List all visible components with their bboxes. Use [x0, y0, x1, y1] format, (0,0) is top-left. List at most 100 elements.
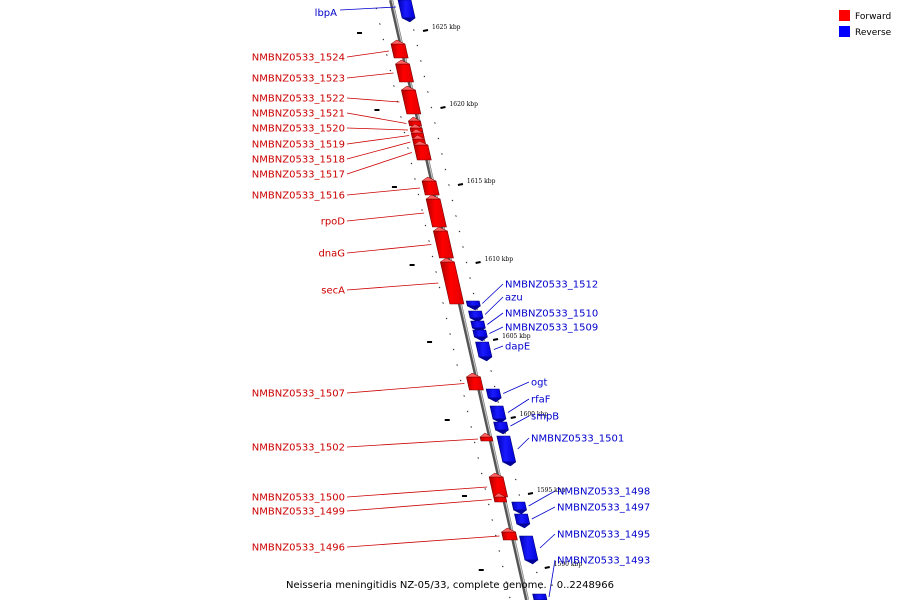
minor-tick: [421, 209, 423, 211]
label-leader: [346, 535, 500, 548]
minor-tick: [403, 131, 406, 134]
gene-forward-NMBNZ0533_1507: [465, 372, 484, 391]
minor-tick: [434, 122, 436, 124]
gene-reverse-NMBNZ0533_1501: [496, 435, 517, 467]
label-leader: [548, 559, 556, 598]
tick-marks: 1625 kbp 1620 kbp 1615 kbp 1610 kbp 1605 kbp…: [357, 7, 583, 599]
minor-tick: [498, 550, 501, 552]
minor-tick: [477, 457, 480, 459]
label-leader: [482, 283, 504, 304]
gene-reverse-NMBNZ0533_1512: [465, 300, 482, 311]
gene-label: NMBNZ0533_1499: [252, 507, 345, 518]
gene-label: azu: [505, 293, 523, 304]
minor-tick: [393, 85, 395, 87]
label-leader: [346, 212, 425, 222]
gene-reverse-smpB: [493, 421, 510, 435]
gene-features: [390, 0, 548, 600]
gene-forward-rpoD: [425, 194, 447, 228]
gene-forward-secA: [439, 257, 465, 305]
label-leader: [346, 135, 410, 145]
minor-tick: [480, 472, 483, 475]
minor-tick: [438, 286, 441, 289]
label-leader: [507, 398, 530, 413]
minor-tick: [494, 534, 497, 537]
minor-tick: [449, 333, 451, 335]
gene-forward-dnaG: [432, 226, 454, 259]
minor-tick: [470, 426, 473, 428]
gene-label: NMBNZ0533_1498: [557, 487, 650, 498]
gene-reverse-NMBNZ0533_1495: [519, 535, 539, 565]
label-leader: [346, 244, 432, 254]
label-leader: [346, 187, 421, 196]
label-leader: [346, 152, 412, 175]
label-leader: [503, 381, 530, 394]
legend-forward-label: Forward: [855, 12, 891, 22]
tick-label: 1600 kbp: [520, 411, 549, 418]
gene-reverse-NMBNZ0533_1493: [532, 593, 548, 600]
minor-tick: [458, 230, 461, 233]
minor-tick: [412, 29, 415, 31]
tick-label: 1590 kbp: [554, 561, 583, 568]
label-leader: [346, 50, 390, 58]
minor-tick: [466, 410, 469, 413]
gene-label: NMBNZ0533_1520: [252, 124, 345, 135]
minor-tick: [389, 69, 392, 72]
minor-tick: [487, 503, 490, 506]
minor-tick: [455, 215, 457, 217]
gene-label: NMBNZ0533_1518: [252, 155, 345, 166]
label-leader: [346, 97, 400, 103]
major-tick: [422, 29, 429, 32]
label-leader: [346, 486, 488, 498]
gene-reverse-azu: [468, 310, 484, 323]
gene-label: rfaF: [531, 395, 551, 406]
minor-tick: [484, 488, 487, 490]
minor-tick: [451, 199, 454, 202]
minor-tick: [462, 246, 464, 248]
gene-label: rpoD: [321, 217, 346, 228]
label-leader: [346, 127, 409, 131]
label-leader: [484, 296, 504, 315]
gene-label: ogt: [531, 378, 547, 389]
gene-reverse-ogt: [485, 388, 502, 403]
gene-label: lbpA: [315, 8, 337, 19]
gene-forward-NMBNZ0533_1499: [492, 492, 508, 503]
gene-label: NMBNZ0533_1523: [252, 74, 345, 85]
major-tick: [457, 183, 464, 186]
gene-label: NMBNZ0533_1522: [252, 94, 345, 105]
gene-label: NMBNZ0533_1512: [505, 280, 598, 291]
minor-tick: [414, 178, 416, 180]
minor-tick: [497, 401, 500, 403]
minor-tick: [382, 38, 385, 41]
gene-reverse-dapE: [475, 341, 493, 362]
minor-tick: [465, 261, 468, 264]
minor-tick: [431, 255, 434, 258]
gene-label: NMBNZ0533_1495: [557, 530, 650, 541]
gene-label: dnaG: [318, 249, 345, 260]
genome-title: Neisseria meningitidis NZ-05/33, complet…: [286, 580, 614, 591]
minor-tick: [441, 153, 443, 155]
gene-label: dapE: [505, 342, 530, 353]
tick-label: 1610 kbp: [485, 256, 514, 263]
minor-tick: [491, 519, 494, 521]
minor-tick: [435, 271, 437, 273]
gene-forward-NMBNZ0533_1502: [479, 432, 494, 442]
gene-label: secA: [321, 286, 345, 297]
minor-tick: [416, 44, 419, 47]
major-tick: [544, 566, 550, 569]
label-leader: [510, 415, 530, 427]
minor-tick: [410, 162, 413, 165]
gene-label: NMBNZ0533_1493: [557, 556, 650, 567]
minor-tick: [407, 147, 409, 149]
major-tick: [527, 492, 534, 495]
minor-tick: [442, 302, 444, 304]
minor-tick: [437, 137, 440, 140]
minor-tick: [448, 184, 450, 186]
gene-label: NMBNZ0533_1500: [252, 493, 345, 504]
tick-label: 1620 kbp: [449, 101, 478, 108]
minor-tick: [514, 478, 517, 481]
gene-label: NMBNZ0533_1517: [252, 170, 345, 181]
gene-label: NMBNZ0533_1524: [252, 53, 345, 64]
legend-forward-swatch: [839, 10, 850, 21]
label-leader: [493, 345, 504, 350]
